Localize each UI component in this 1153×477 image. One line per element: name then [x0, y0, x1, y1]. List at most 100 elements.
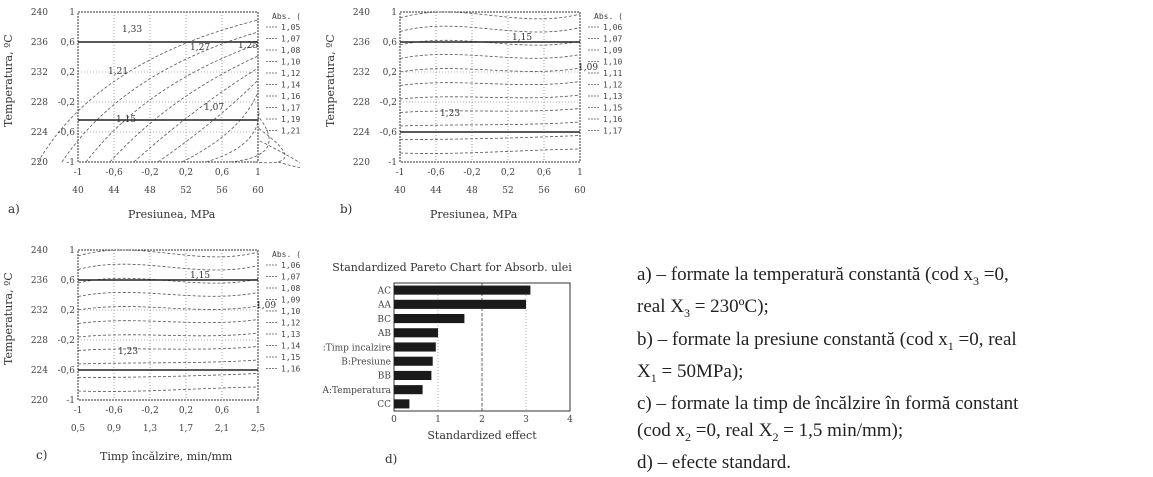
contour-line: [253, 127, 286, 164]
panel-letter-d: d): [385, 452, 398, 466]
contour-line: [399, 81, 581, 86]
panel-letter-c: c): [36, 448, 48, 462]
x-tick-code: -0,2: [463, 168, 480, 178]
legend-entry: 1,197: [281, 115, 300, 124]
y-tick-real: 220: [31, 158, 48, 168]
caption-line-b1: b) – formate la presiune constantă (cod …: [637, 328, 1017, 353]
contour-label: 1,21: [108, 67, 128, 77]
y-tick-code: 1: [391, 8, 397, 18]
x-tick-code: -1: [74, 406, 83, 416]
x-tick-code: -0,2: [141, 168, 158, 178]
legend-entry: 1,121: [281, 319, 300, 328]
contour-line: [399, 135, 581, 140]
category-label: C:Timp incalzire: [322, 343, 391, 353]
y-tick-code: -0,6: [58, 128, 76, 138]
plot-frame: [77, 11, 259, 163]
contour-svg-b: 1 240 0,6 236 0,2 232 -0,2 228 -0,6 224 -1 220 -1 40 -…: [324, 8, 622, 196]
y-tick-real: 240: [31, 8, 48, 18]
contour-plot-c: 1 240 0,6 236 0,2 232 -0,2 228 -0,6 224 -1 220 -1 0,5…: [0, 238, 300, 438]
y-tick-code: 1: [69, 8, 75, 18]
caption-line-b2: X1 = 50MPa);: [637, 360, 744, 385]
x-tick-real: 2,1: [215, 424, 229, 434]
legend-entry: 1,151: [603, 104, 622, 113]
legend-title: Abs. (Δ %): [272, 12, 300, 21]
x-tick: 3: [523, 415, 529, 425]
x-tick: 2: [479, 415, 485, 425]
x-tick-code: 1: [255, 168, 261, 178]
y-tick-real: 228: [353, 98, 370, 108]
pareto-bar: [394, 385, 423, 395]
x-tick-real: 56: [216, 186, 228, 196]
pareto-bar: [394, 328, 438, 338]
x-tick-real: 1,7: [179, 424, 194, 434]
contour-label: 1,15: [190, 271, 210, 281]
legend-entry: 1,109: [281, 307, 300, 316]
legend-entry: 1,215: [281, 127, 300, 136]
y-tick-real: 236: [353, 38, 370, 48]
contour-line: [399, 11, 581, 20]
contour-line: [399, 148, 581, 154]
x-tick-real: 44: [108, 186, 120, 196]
contour-label: 1,09: [256, 301, 276, 311]
contour-plot-b: 1 240 0,6 236 0,2 232 -0,2 228 -0,6 224 -1 220 -1 40 -…: [322, 0, 622, 200]
x-tick-real: 60: [574, 186, 586, 196]
x-tick-real: 40: [394, 186, 406, 196]
legend-entry: 1,145: [281, 342, 300, 351]
legend-entry: 1,103: [603, 58, 622, 67]
contour-line: [77, 332, 259, 338]
x-tick: 4: [567, 415, 573, 425]
contour-line: [37, 19, 259, 163]
category-label: B:Presiune: [341, 357, 391, 367]
x-tick-code: 0,2: [501, 168, 515, 178]
contour-line: [77, 373, 259, 378]
legend-entry: 1,097: [281, 296, 300, 305]
x-tick-code: -0,6: [427, 168, 445, 178]
legend-entry: 1,163: [603, 115, 622, 124]
caption-line-a2: real X3 = 230ºC);: [637, 296, 769, 321]
x-tick-real: 1,3: [143, 424, 158, 434]
x-tick-code: 0,6: [215, 406, 230, 416]
contour-line: [229, 115, 270, 163]
contour-plot-a: 1 240 0,6 236 0,2 232 -0,2 228 -0,6 224 -1 220 -1 40 -…: [0, 0, 300, 200]
x-tick-code: 1: [577, 168, 583, 178]
x-tick-code: 0,6: [215, 168, 230, 178]
legend-entry: 1,179: [281, 104, 300, 113]
contour-label: 1,23: [440, 109, 460, 119]
category-label: BC: [377, 315, 391, 325]
ylabel: Temperatura, ºC: [2, 34, 15, 127]
pareto-bar: [394, 299, 526, 309]
contour-line: [399, 67, 581, 73]
y-tick-code: -1: [66, 396, 75, 406]
legend-entry: 1,157: [281, 353, 300, 362]
contour-line: [77, 386, 259, 392]
y-tick-real: 232: [353, 68, 370, 78]
panel-letter-a: a): [8, 202, 20, 216]
caption-line-c2: (cod x2 =0, real X2 = 1,5 min/mm);: [637, 419, 904, 444]
contour-line: [399, 25, 581, 33]
pareto-bar: [394, 314, 465, 324]
x-tick-real: 40: [72, 186, 84, 196]
x-tick-real: 52: [180, 186, 191, 196]
contour-line: [77, 263, 259, 271]
category-label: AA: [377, 301, 391, 311]
x-tick-real: 0,9: [107, 424, 122, 434]
contour-line: [85, 43, 259, 163]
legend-entry: 1,073: [281, 273, 300, 282]
contour-line: [205, 103, 260, 163]
y-tick-code: -0,6: [380, 128, 398, 138]
x-tick-code: -0,6: [105, 406, 123, 416]
y-tick-real: 236: [31, 276, 48, 286]
pareto-svg: Standardized Pareto Chart for Absorb. ul…: [322, 261, 573, 442]
y-tick-code: -0,2: [58, 98, 75, 108]
contour-line: [77, 249, 259, 258]
contour-line: [399, 54, 581, 59]
x-tick-code: -0,2: [141, 406, 158, 416]
category-label: AB: [377, 329, 391, 339]
x-tick-real: 60: [252, 186, 264, 196]
x-tick-code: -1: [74, 168, 83, 178]
contour-label: 1,15: [512, 33, 532, 43]
y-tick-code: -0,6: [58, 366, 76, 376]
category-label: A:Temperatura: [322, 386, 392, 396]
y-tick-real: 228: [31, 98, 48, 108]
x-tick-code: 0,6: [537, 168, 552, 178]
